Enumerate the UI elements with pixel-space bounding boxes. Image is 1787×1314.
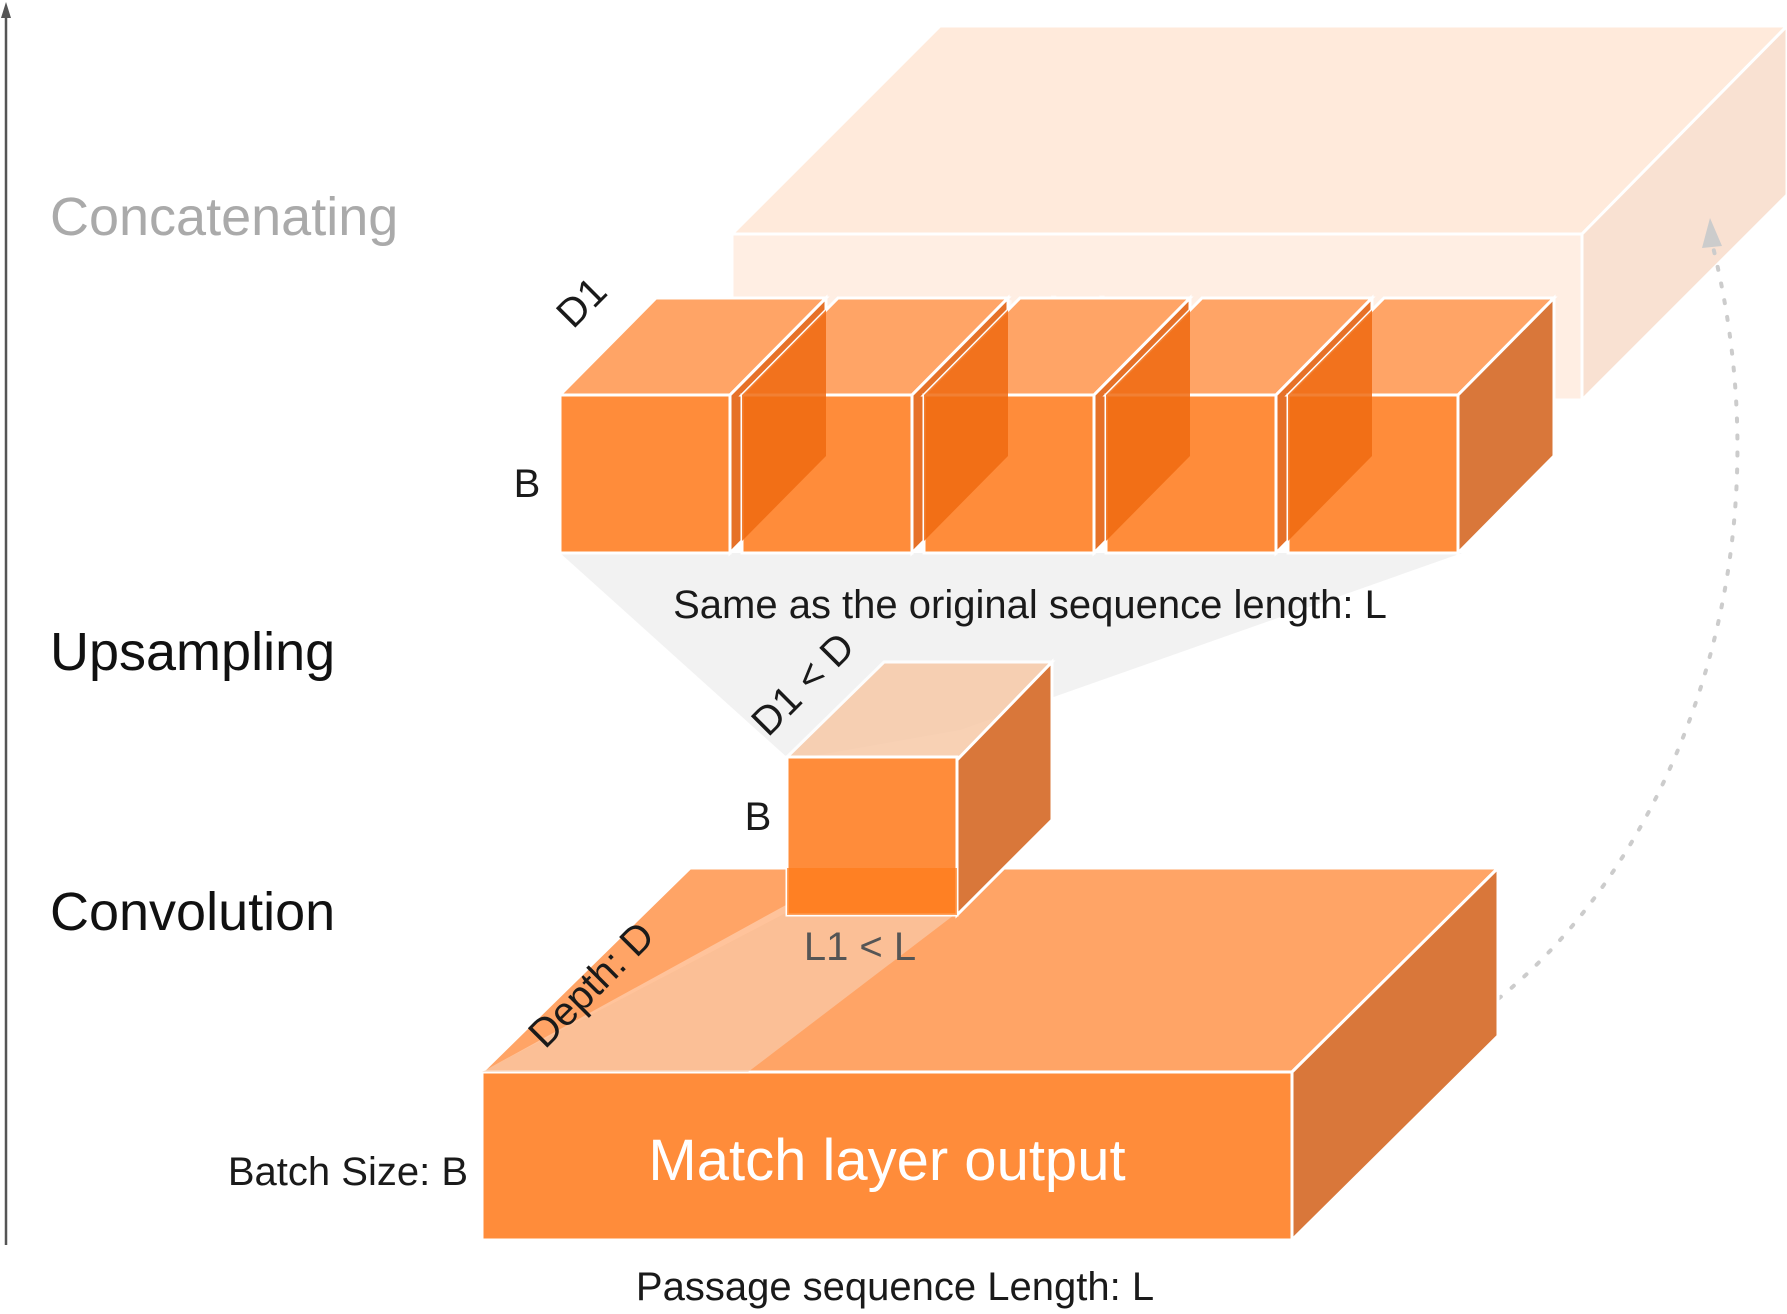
base-height-label: Batch Size: B bbox=[228, 1150, 468, 1194]
upsampled-cube bbox=[1284, 294, 1558, 557]
upsampled-block-row bbox=[556, 294, 1558, 557]
base-length-label: Passage sequence Length: L bbox=[636, 1265, 1154, 1309]
conv-length-label: L1 < L bbox=[804, 925, 916, 969]
stage-label-convolution: Convolution bbox=[50, 882, 335, 942]
stage-label-upsampling: Upsampling bbox=[50, 622, 335, 682]
upsampling-projection bbox=[560, 553, 1462, 760]
convolution-projection bbox=[482, 912, 958, 1072]
upsampled-length-label: Same as the original sequence length: L bbox=[673, 583, 1387, 627]
base-block bbox=[478, 864, 1502, 1244]
upsampled-height-label: B bbox=[514, 462, 541, 506]
conv-cube bbox=[783, 658, 1056, 919]
conv-height-label: B bbox=[745, 795, 772, 839]
upsampled-cube bbox=[920, 294, 1194, 557]
base-block-front bbox=[480, 1070, 1294, 1242]
skip-connection-arrow bbox=[1410, 218, 1740, 1054]
vertical-axis-arrow bbox=[1, 2, 11, 1245]
stage-label-concatenating: Concatenating bbox=[50, 187, 398, 247]
upsampled-depth-label: D1 bbox=[548, 269, 615, 336]
conv-cube-overlap bbox=[787, 868, 957, 915]
base-block-title: Match layer output bbox=[648, 1128, 1125, 1193]
